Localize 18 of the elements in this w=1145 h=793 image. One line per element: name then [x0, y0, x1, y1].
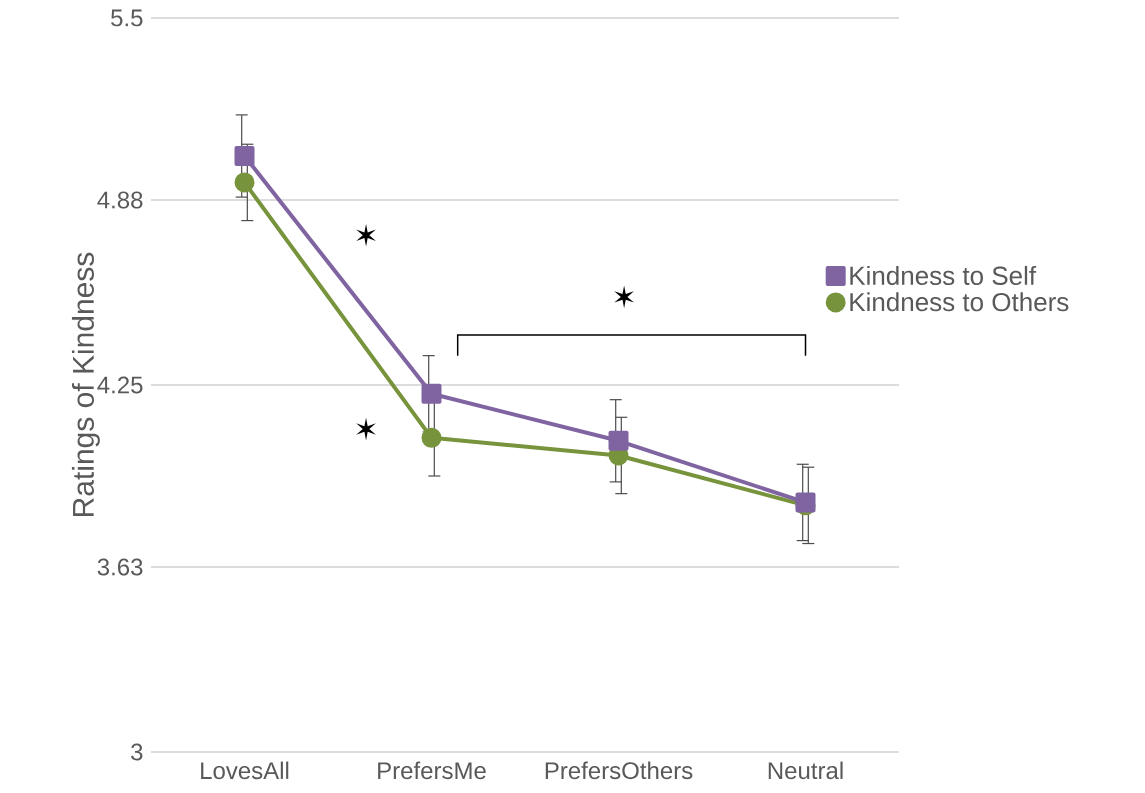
x-tick-label: Neutral [768, 761, 843, 780]
y-tick-label: 4.88 [97, 191, 143, 209]
y-tick-label: 3 [131, 743, 143, 761]
annotation: ✶ [356, 417, 376, 441]
point [421, 427, 442, 448]
annotation: ✶ [614, 285, 634, 309]
y-tick-label: 3.63 [97, 558, 143, 576]
x-tick-label: PrefersMe [378, 761, 486, 780]
legend-label: Kindness to Others [850, 292, 1069, 312]
annotation: ✶ [356, 223, 376, 247]
y-tick-label: 5.5 [111, 9, 143, 27]
point [608, 430, 629, 451]
point [421, 383, 442, 404]
x-tick-label: PrefersOthers [545, 761, 693, 780]
legend-label: Kindness to Self [850, 265, 1037, 285]
x-tick-label: LovesAll [201, 761, 289, 780]
point [234, 172, 255, 193]
point [234, 145, 255, 166]
